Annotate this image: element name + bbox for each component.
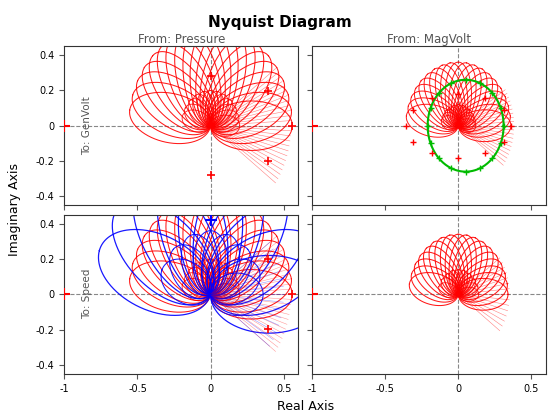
Title: From: MagVolt: From: MagVolt xyxy=(387,33,471,46)
Text: Imaginary Axis: Imaginary Axis xyxy=(8,163,21,257)
Text: To: Speed: To: Speed xyxy=(82,269,92,320)
Text: Nyquist Diagram: Nyquist Diagram xyxy=(208,15,352,30)
Text: Real Axis: Real Axis xyxy=(277,399,334,412)
Title: From: Pressure: From: Pressure xyxy=(138,33,225,46)
Text: To: GenVolt: To: GenVolt xyxy=(82,96,92,155)
